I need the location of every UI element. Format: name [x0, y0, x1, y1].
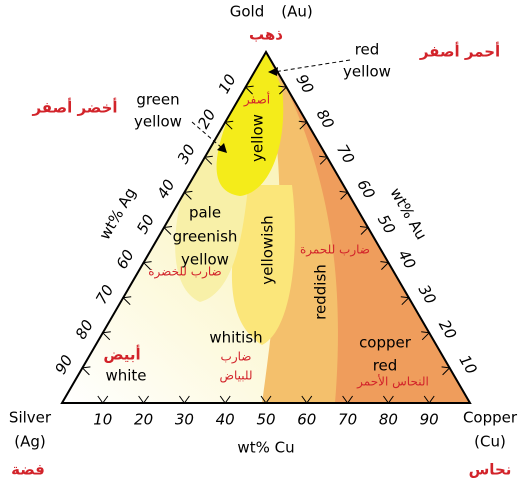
- vertex-label: Silver: [9, 409, 52, 427]
- tick-mark: [219, 395, 231, 404]
- vertex-label: Copper: [463, 409, 518, 427]
- axis-label: wt% Ag: [96, 185, 140, 243]
- region-label: yellow: [181, 251, 229, 269]
- tick-label: 40: [394, 247, 419, 273]
- tick-mark: [298, 120, 308, 130]
- tick-label: 60: [353, 176, 378, 202]
- region-label: yellow: [343, 63, 391, 81]
- tick-mark: [142, 261, 152, 270]
- tick-mark: [97, 395, 109, 404]
- tick-label: 30: [175, 411, 194, 429]
- region-label: yellow: [249, 114, 267, 162]
- tick-mark: [244, 85, 254, 95]
- tick-mark: [260, 395, 272, 404]
- tick-mark: [380, 261, 390, 270]
- tick-mark: [441, 366, 451, 376]
- tick-label: 70: [92, 282, 117, 308]
- tick-label: 90: [292, 71, 317, 97]
- tick-mark: [400, 296, 410, 306]
- tick-mark: [122, 296, 132, 306]
- region-arabic: أصفر: [243, 92, 270, 108]
- tick-label: 80: [72, 317, 97, 343]
- tick-label: 20: [134, 411, 153, 429]
- tick-mark: [301, 395, 313, 404]
- tick-mark: [359, 226, 370, 235]
- vertex-symbol: (Au): [281, 3, 312, 21]
- tick-mark: [178, 395, 190, 404]
- tick-label: 80: [313, 106, 338, 132]
- arrow: [273, 59, 351, 73]
- tick-mark: [224, 120, 234, 130]
- tick-label: 40: [216, 411, 235, 429]
- vertex-symbol: (Cu): [474, 433, 506, 451]
- region-label: copper: [359, 334, 412, 352]
- tick-mark: [278, 85, 288, 95]
- tick-mark: [183, 190, 193, 200]
- vertex-label: Gold: [230, 3, 265, 21]
- tick-mark: [319, 155, 329, 165]
- tick-mark: [382, 395, 394, 404]
- tick-label: 80: [379, 411, 398, 429]
- tick-mark: [421, 331, 431, 341]
- region-arabic: أخضر أصفر: [31, 98, 117, 117]
- tick-mark: [162, 226, 173, 235]
- tick-label: 90: [51, 352, 76, 378]
- vertex-arabic: ذهب: [249, 26, 283, 44]
- tick-label: 50: [256, 411, 275, 429]
- tick-label: 20: [194, 106, 219, 132]
- region-yellowish: [231, 185, 295, 345]
- region-arabic: ضارب للحمرة: [300, 243, 370, 258]
- tick-mark: [339, 190, 349, 200]
- tick-mark: [203, 155, 213, 165]
- tick-label: 10: [455, 352, 480, 378]
- region-arabic: أبيض: [103, 345, 140, 364]
- region-arabic: ضارب للخضرة: [148, 265, 221, 280]
- tick-mark: [138, 395, 150, 404]
- tick-label: 50: [133, 211, 158, 237]
- tick-label: 60: [113, 247, 138, 273]
- tick-label: 30: [174, 141, 199, 167]
- vertex-arabic: فضة: [11, 461, 45, 479]
- region-arabic: ضارب: [221, 350, 252, 365]
- tick-label: 70: [338, 411, 357, 429]
- tick-mark: [101, 331, 111, 341]
- tick-mark: [423, 395, 435, 404]
- tick-label: 10: [93, 411, 112, 429]
- region-label: green: [136, 91, 179, 109]
- tick-label: 60: [297, 411, 316, 429]
- region-label: greenish: [173, 228, 238, 246]
- tick-mark: [81, 366, 91, 376]
- region-label: red: [373, 357, 398, 375]
- tick-label: 20: [435, 317, 460, 343]
- region-label: yellowish: [259, 215, 277, 284]
- region-label: white: [105, 367, 146, 385]
- region-label: red: [355, 41, 380, 59]
- region-arabic: النحاس الأحمر: [356, 374, 429, 390]
- tick-label: 40: [153, 176, 178, 202]
- region-label: pale: [189, 204, 221, 222]
- axis-label: wt% Cu: [237, 439, 294, 457]
- arrow-head: [268, 67, 278, 76]
- region-arabic: أحمر أصفر: [419, 42, 500, 61]
- region-label: whitish: [209, 329, 262, 347]
- arrow-head: [217, 143, 227, 153]
- vertex-symbol: (Ag): [14, 433, 46, 451]
- tick-label: 10: [215, 71, 240, 97]
- region-label: reddish: [312, 264, 330, 320]
- region-label: yellow: [134, 113, 182, 131]
- vertex-arabic: نحاس: [469, 461, 512, 479]
- axis-label: wt% Au: [386, 185, 430, 243]
- tick-label: 50: [374, 211, 399, 237]
- tick-mark: [342, 395, 354, 404]
- region-arabic: للبياض: [219, 369, 252, 384]
- tick-label: 30: [415, 282, 440, 308]
- tick-label: 90: [420, 411, 439, 429]
- tick-label: 70: [333, 141, 358, 167]
- region-yellow: [216, 52, 284, 196]
